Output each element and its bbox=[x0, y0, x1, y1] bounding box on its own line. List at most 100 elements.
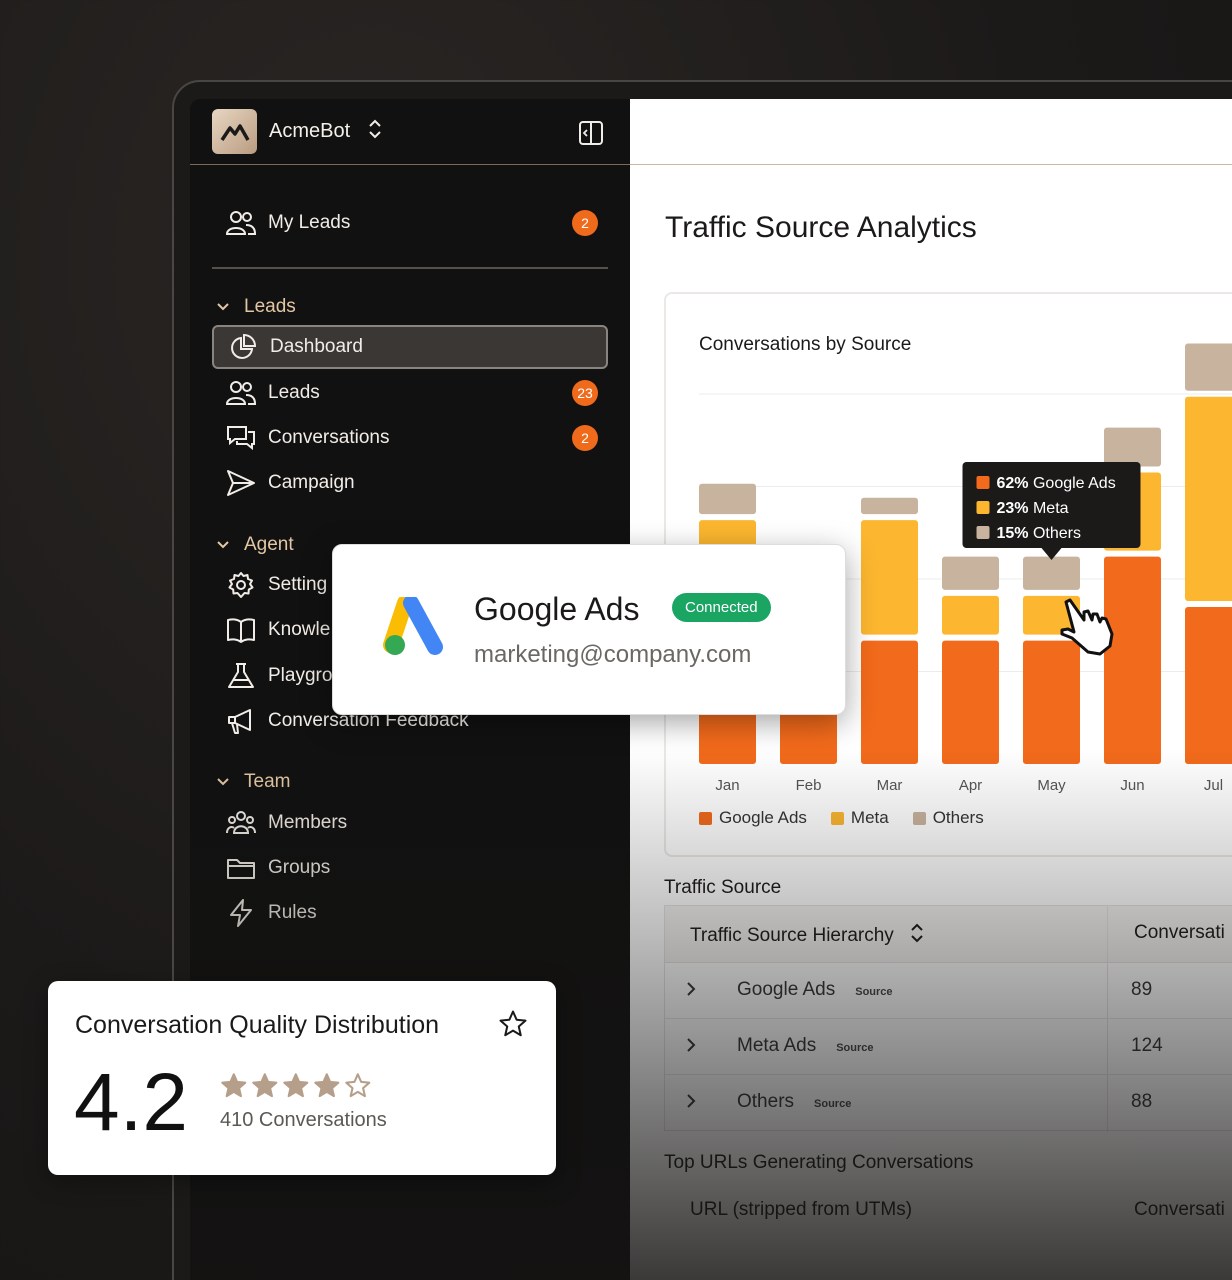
send-icon bbox=[226, 468, 256, 498]
tooltip-entry: 62% Google Ads bbox=[997, 475, 1116, 492]
bar-segment-google-ads-apr bbox=[942, 640, 999, 764]
legend-item[interactable]: Meta bbox=[830, 808, 889, 828]
chevron-updown-icon[interactable] bbox=[368, 118, 382, 145]
star-icon bbox=[345, 1073, 371, 1098]
row-value: 89 bbox=[1131, 979, 1153, 1000]
sidebar-item-my-leads[interactable]: My Leads 2 bbox=[212, 201, 608, 245]
sidebar-item-campaign[interactable]: Campaign bbox=[212, 461, 608, 505]
section-team[interactable]: Team bbox=[216, 771, 290, 793]
urls-conversations-header[interactable]: Conversati bbox=[1134, 1199, 1225, 1220]
chevron-down-icon bbox=[216, 771, 230, 793]
sidebar-item-rules[interactable]: Rules bbox=[212, 891, 608, 935]
traffic-source-label: Traffic Source bbox=[664, 877, 782, 898]
source-name: Meta Ads bbox=[737, 1035, 817, 1056]
sidebar-item-label: My Leads bbox=[268, 212, 351, 233]
section-leads[interactable]: Leads bbox=[216, 296, 296, 318]
star-shape bbox=[314, 1073, 340, 1098]
row-value: 88 bbox=[1131, 1091, 1153, 1112]
chevron-right-icon[interactable] bbox=[685, 1092, 697, 1115]
sidebar-item-label: Groups bbox=[268, 857, 331, 878]
star-icon bbox=[314, 1073, 340, 1098]
tooltip-background bbox=[962, 462, 1141, 548]
sidebar-item-label: Leads bbox=[268, 382, 320, 403]
sidebar-item-groups[interactable]: Groups bbox=[212, 846, 608, 890]
legend-item[interactable]: Google Ads bbox=[699, 808, 807, 828]
sidebar-item-label: Playgro bbox=[268, 665, 333, 686]
hand-cursor-icon bbox=[1050, 594, 1130, 665]
pie-chart-icon bbox=[228, 332, 258, 362]
chevron-right-icon[interactable] bbox=[685, 1036, 697, 1059]
star-shape bbox=[221, 1073, 247, 1098]
sidebar-item-conversation-feedback[interactable]: Conversation Feedback bbox=[212, 699, 608, 743]
table-row[interactable]: Meta Ads Source 124 bbox=[665, 1019, 1232, 1075]
google-ads-card[interactable]: Google Ads Connected marketing@company.c… bbox=[332, 544, 846, 715]
legend-swatch bbox=[830, 811, 844, 825]
account-email: marketing@company.com bbox=[474, 641, 752, 668]
members-icon bbox=[226, 808, 256, 838]
rating-stars bbox=[221, 1073, 371, 1098]
x-tick-label: Mar bbox=[877, 777, 903, 794]
sort-icon[interactable] bbox=[910, 922, 924, 950]
sidebar-item-label: Members bbox=[268, 812, 348, 833]
source-tag: Source bbox=[836, 1042, 874, 1054]
top-urls-label: Top URLs Generating Conversations bbox=[664, 1152, 974, 1173]
bar-segment-google-ads-mar bbox=[861, 640, 918, 764]
chevron-down-icon bbox=[216, 296, 230, 318]
legend-swatch bbox=[912, 811, 926, 825]
bar-segment-others-jul bbox=[1185, 343, 1232, 391]
bar-segment-meta-jul bbox=[1185, 396, 1232, 602]
sidebar-item-knowledge[interactable]: Knowle bbox=[212, 608, 608, 652]
source-tag: Source bbox=[814, 1098, 852, 1110]
row-name: Google Ads Source bbox=[737, 979, 893, 1001]
traffic-source-table: Traffic Source Hierarchy Conversati Goog… bbox=[664, 905, 1232, 1132]
chat-icon bbox=[226, 423, 256, 453]
table-row[interactable]: Google Ads Source 89 bbox=[665, 963, 1232, 1019]
app-name[interactable]: AcmeBot bbox=[269, 120, 351, 142]
tooltip-entry: 15% Others bbox=[997, 525, 1081, 542]
section-title: Leads bbox=[244, 296, 296, 317]
column-header-hierarchy[interactable]: Traffic Source Hierarchy bbox=[690, 922, 924, 950]
flask-icon bbox=[226, 661, 256, 691]
section-title: Agent bbox=[244, 534, 294, 555]
column-header-conversations[interactable]: Conversati bbox=[1134, 922, 1225, 943]
sidebar-item-playground[interactable]: Playgro bbox=[212, 654, 608, 698]
sidebar-item-conversations[interactable]: Conversations 2 bbox=[212, 416, 608, 460]
legend-item[interactable]: Others bbox=[912, 808, 984, 828]
chevron-right-icon[interactable] bbox=[685, 980, 697, 1003]
column-header-label: Traffic Source Hierarchy bbox=[690, 925, 894, 946]
tooltip-swatch bbox=[976, 501, 990, 514]
tooltip-swatch bbox=[976, 476, 990, 489]
conversation-count: 410 Conversations bbox=[220, 1109, 387, 1131]
table-header: Traffic Source Hierarchy Conversati bbox=[665, 906, 1232, 963]
favorite-star-icon[interactable] bbox=[498, 1009, 528, 1044]
users-icon bbox=[226, 378, 256, 408]
star-icon bbox=[283, 1073, 309, 1098]
urls-column-header[interactable]: URL (stripped from UTMs) bbox=[690, 1199, 913, 1220]
sidebar-item-label: Campaign bbox=[268, 472, 355, 493]
bar-segment-others-mar bbox=[861, 497, 918, 515]
tooltip-swatch bbox=[976, 526, 990, 539]
page-title: Traffic Source Analytics bbox=[665, 211, 977, 244]
sidebar-item-members[interactable]: Members bbox=[212, 801, 608, 845]
bar-segment-google-ads-jun bbox=[1104, 556, 1161, 764]
users-icon bbox=[226, 208, 256, 238]
section-title: Team bbox=[244, 771, 291, 792]
chart-tooltip: 62% Google Ads 23% Meta 15% Others bbox=[962, 462, 1141, 560]
sidebar-item-settings[interactable]: Setting bbox=[212, 563, 608, 607]
quality-card-title: Conversation Quality Distribution bbox=[75, 1011, 440, 1039]
section-agent[interactable]: Agent bbox=[216, 534, 294, 556]
source-name: Google Ads bbox=[737, 979, 836, 1000]
sidebar-collapse-icon[interactable] bbox=[578, 120, 604, 151]
star-shape bbox=[345, 1073, 371, 1098]
sidebar-item-leads[interactable]: Leads 23 bbox=[212, 371, 608, 415]
table-row[interactable]: Others Source 88 bbox=[665, 1075, 1232, 1131]
app-logo bbox=[212, 109, 257, 154]
x-tick-label: Jun bbox=[1120, 777, 1144, 794]
bar-segment-others-may bbox=[1023, 556, 1080, 590]
sidebar-item-dashboard[interactable]: Dashboard bbox=[212, 325, 608, 369]
x-tick-label: Feb bbox=[796, 777, 822, 794]
sidebar-item-label: Setting bbox=[268, 574, 328, 595]
sidebar-item-label: Conversations bbox=[268, 427, 390, 448]
folder-icon bbox=[226, 853, 256, 883]
sidebar-item-label: Dashboard bbox=[270, 336, 363, 357]
